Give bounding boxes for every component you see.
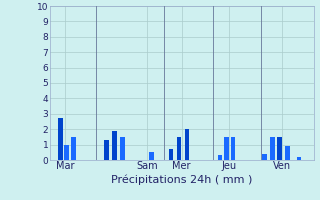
Bar [169,149,173,160]
Bar [218,155,222,160]
Bar [149,152,154,160]
Bar [270,137,275,160]
Bar [185,129,189,160]
Bar [71,137,76,160]
Bar [297,157,301,160]
Bar [285,146,290,160]
Bar [177,137,181,160]
Bar [58,118,62,160]
Bar [224,137,229,160]
X-axis label: Précipitations 24h ( mm ): Précipitations 24h ( mm ) [111,174,252,185]
Bar [112,131,117,160]
Bar [231,137,236,160]
Bar [277,137,282,160]
Bar [64,145,69,160]
Bar [120,137,124,160]
Bar [104,140,109,160]
Bar [262,154,267,160]
